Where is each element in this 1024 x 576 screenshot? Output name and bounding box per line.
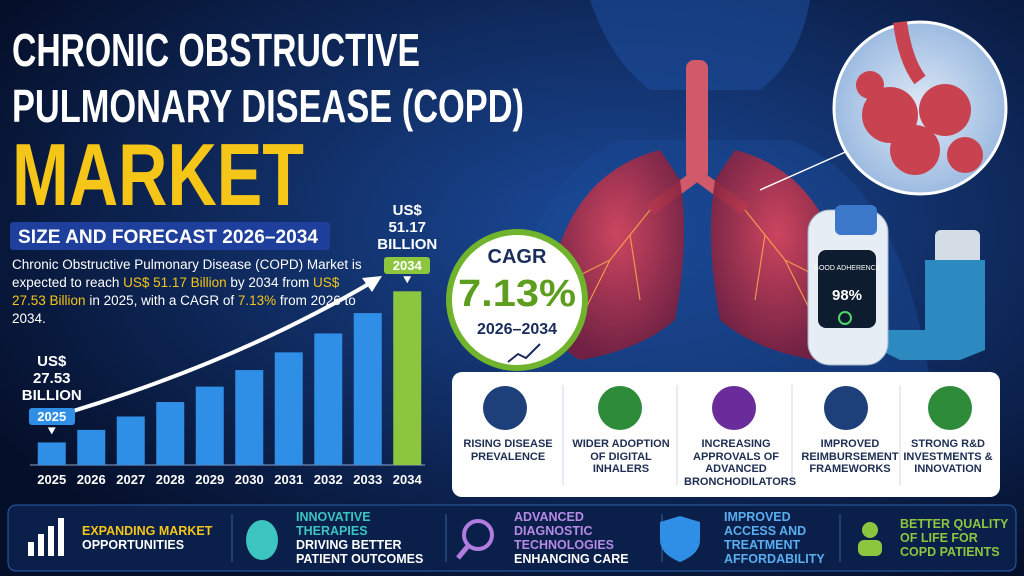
highlight-title: INNOVATIVE THERAPIES (296, 510, 371, 538)
callout-line (759, 149, 851, 191)
driver-label: RISING DISEASE PREVALENCE (463, 438, 553, 463)
device-reading: 98% (832, 287, 862, 304)
growth-arrow (69, 280, 374, 414)
x-tick-label: 2025 (37, 472, 67, 487)
title-line: PULMONARY DISEASE (COPD) (12, 80, 524, 132)
description-text: 7.13% (237, 293, 277, 308)
highlight: BETTER QUALITY OF LIFE FOR COPD PATIENTS (900, 517, 1010, 559)
head-silhouette (590, 0, 810, 90)
cagr-icon (507, 343, 541, 363)
x-tick-label: 2026 (76, 472, 106, 487)
x-tick-label: 2033 (353, 472, 383, 487)
cagr-period: 2026–2034 (477, 321, 557, 338)
driver-icon (598, 386, 642, 430)
highlight: ADVANCED DIAGNOSTIC TECHNOLOGIES ENHANCIN… (514, 510, 654, 566)
driver-label: IMPROVED REIMBURSEMENT FRAMEWORKS (801, 438, 899, 475)
trachea (686, 60, 708, 180)
check-icon (838, 311, 852, 325)
x-tick-label: 2027 (116, 472, 146, 487)
highlight-text: ENHANCING CARE (514, 552, 629, 566)
year-badge: 2034 (384, 257, 431, 275)
value-label: US$ 51.17 BILLION (377, 202, 438, 254)
bar (353, 313, 382, 465)
subtitle: SIZE AND FORECAST 2026–2034 (18, 227, 318, 248)
strip-icons (28, 516, 882, 562)
year-badge: 2025 (28, 408, 75, 426)
x-tick-label: 2034 (392, 472, 422, 487)
driver-label: WIDER ADOPTION OF DIGITAL INHALERS (572, 438, 670, 475)
inhaler-body (880, 260, 985, 360)
highlight-title: IMPROVED ACCESS AND TREATMENT AFFORDABIL… (724, 510, 825, 566)
highlight-title: ADVANCED DIAGNOSTIC TECHNOLOGIES (514, 510, 615, 552)
cagr-label: CAGR (488, 246, 547, 268)
description-text: US$ 27.53 Billion (12, 275, 340, 308)
x-tick-label: 2032 (313, 472, 343, 487)
description: Chronic Obstructive Pulmonary Disease (C… (12, 256, 367, 328)
driver-label: STRONG R&D INVESTMENTS & INNOVATION (903, 438, 993, 475)
description-text: from 2026 to 2034. (12, 293, 356, 326)
x-tick-label: 2031 (274, 472, 304, 487)
x-tick-label: 2030 (234, 472, 264, 487)
value-label: US$ 27.53 BILLION (21, 353, 82, 405)
bar (235, 370, 264, 465)
highlight-title: EXPANDING MARKET (82, 524, 213, 538)
x-tick-label: 2029 (195, 472, 225, 487)
description-text: US$ 51.17 Billion (123, 275, 227, 290)
device-status: GOOD ADHERENCE (814, 265, 881, 272)
smart-inhaler-cap (835, 205, 877, 235)
highlight-text: DRIVING BETTER PATIENT OUTCOMES (296, 538, 424, 566)
growth-arrowhead (362, 276, 382, 292)
subtitle-banner (10, 222, 330, 250)
driver-icon (483, 386, 527, 430)
cagr-circle (446, 229, 588, 371)
highlight-text: OPPORTUNITIES (82, 538, 185, 552)
title-line: CHRONIC OBSTRUCTIVE (12, 24, 420, 76)
bar (116, 416, 145, 465)
bar (314, 333, 343, 465)
driver-icon (712, 386, 756, 430)
device-screen (818, 250, 876, 328)
drivers-dividers (562, 385, 901, 485)
x-tick-label: 2028 (155, 472, 185, 487)
bar (393, 291, 422, 465)
highlight: IMPROVED ACCESS AND TREATMENT AFFORDABIL… (724, 510, 834, 566)
highlight-title: BETTER QUALITY OF LIFE FOR COPD PATIENTS (900, 517, 1009, 559)
badge-pointer (47, 427, 56, 435)
driver-label: INCREASING APPROVALS OF ADVANCED BRONCHO… (684, 438, 797, 488)
alveoli (856, 21, 983, 175)
highlight: INNOVATIVE THERAPIES DRIVING BETTER PATIE… (296, 510, 441, 566)
bar (195, 386, 224, 465)
description-text: by 2034 from (226, 275, 313, 290)
driver-icon (928, 386, 972, 430)
cagr-value: 7.13% (458, 273, 576, 315)
bar (156, 402, 185, 465)
description-text: Chronic Obstructive Pulmonary Disease (C… (12, 257, 362, 290)
bar (77, 429, 106, 465)
driver-icon (824, 386, 868, 430)
highlight: EXPANDING MARKET OPPORTUNITIES (82, 524, 222, 552)
bar (37, 442, 66, 465)
badge-pointer (403, 276, 412, 284)
description-text: in 2025, with a CAGR of (85, 293, 238, 308)
bar (274, 352, 303, 465)
title-highlight: MARKET (12, 125, 304, 224)
